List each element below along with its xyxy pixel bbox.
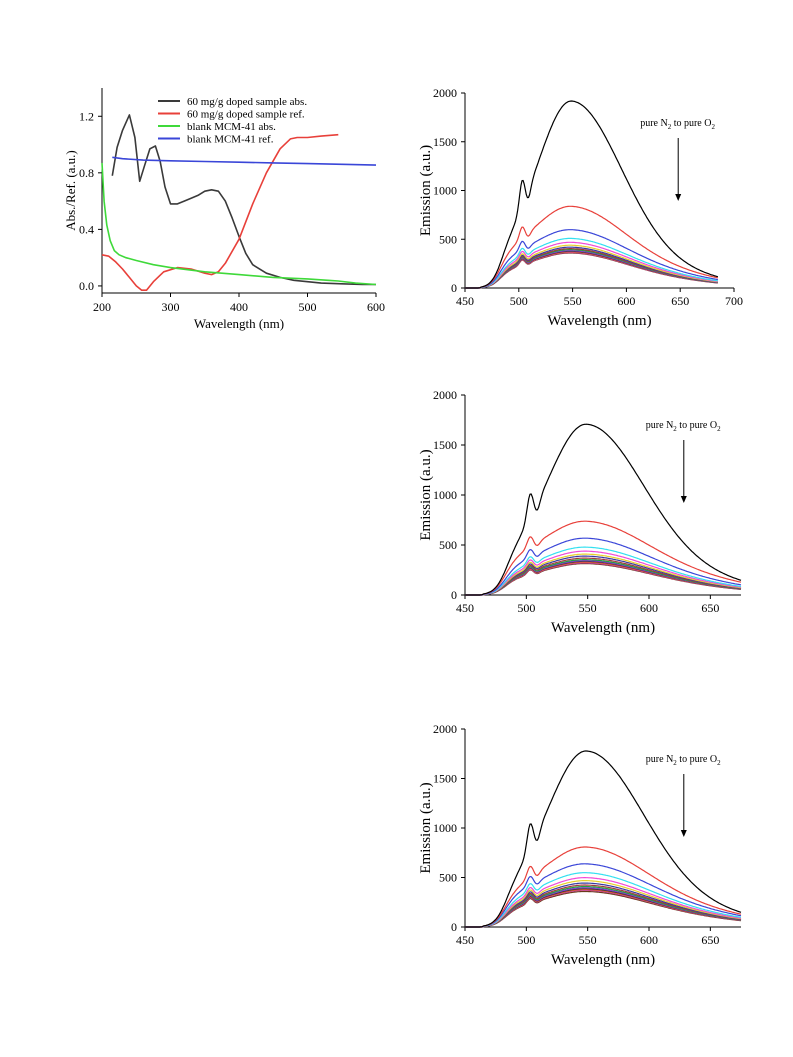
emission-chart-1-panel: 450 500 550 600 650 700 0 500 1000 1500 2000 Wavele… xyxy=(400,0,793,340)
x-tick-label: 500 xyxy=(517,601,535,615)
spectrum-line-4 xyxy=(465,237,718,289)
legend-label-2: 60 mg/g doped sample ref. xyxy=(187,109,305,121)
x-tick-label: 450 xyxy=(456,294,474,308)
x-tick-label: 550 xyxy=(579,933,597,947)
spectrum-line-8 xyxy=(465,557,742,596)
y-axis-label: Emission (a.u.) xyxy=(418,449,434,540)
spectrum-line-1 xyxy=(465,423,742,596)
spectrum-line-3 xyxy=(465,229,719,289)
x-tick-label: 650 xyxy=(701,933,719,947)
spectrum-line-1 xyxy=(465,750,742,928)
y-tick-label: 0.8 xyxy=(79,166,94,180)
spectrum-line-6 xyxy=(465,553,742,596)
x-axis-label: Wavelength (nm) xyxy=(551,620,655,636)
legend-label-1: 60 mg/g doped sample abs. xyxy=(187,96,307,108)
y-tick-label: 1500 xyxy=(433,772,457,786)
y-tick-label: 500 xyxy=(439,871,457,885)
annotation-text: pure N2 to pure O2 xyxy=(646,754,721,767)
x-tick-label: 650 xyxy=(671,294,689,308)
x-tick-label: 500 xyxy=(299,300,317,314)
series-line-2 xyxy=(101,133,339,291)
y-axis-label: Emission (a.u.) xyxy=(418,145,434,236)
spectrum-line-7 xyxy=(465,555,742,596)
spectrum-line-1 xyxy=(465,100,719,289)
y-tick-label: 500 xyxy=(439,538,457,552)
x-tick-label: 600 xyxy=(640,601,658,615)
arrow-head xyxy=(680,830,687,837)
emission-chart-2-panel: 450 500 550 600 650 0 500 1000 1500 2000 Wavelengt… xyxy=(400,375,793,665)
y-tick-label: 0 xyxy=(451,281,457,295)
emission-chart-1: 450 500 550 600 650 700 0 500 1000 1500 2000 Wavele… xyxy=(418,86,743,329)
spectrum-line-5 xyxy=(465,877,742,928)
x-tick-label: 500 xyxy=(510,294,528,308)
x-tick-label: 550 xyxy=(564,294,582,308)
y-tick-label: 1500 xyxy=(433,438,457,452)
y-tick-label: 0.4 xyxy=(79,222,94,236)
y-tick-label: 1000 xyxy=(433,184,457,198)
y-tick-label: 1.2 xyxy=(79,109,94,123)
spectrum-line-8 xyxy=(465,884,742,928)
legend-label-3: blank MCM-41 abs. xyxy=(187,121,276,133)
arrow-head xyxy=(675,194,682,201)
y-tick-label: 1000 xyxy=(433,821,457,835)
absorption-chart-panel: 200 300 400 500 600 0.0 0.4 0.8 1.2 Wavelength (n… xyxy=(0,0,400,340)
emission-chart-3-panel: 450 500 550 600 650 0 500 1000 1500 2000 Wavelengt… xyxy=(400,705,793,995)
x-tick-label: 300 xyxy=(162,300,180,314)
y-tick-label: 0.0 xyxy=(79,279,94,293)
series-line-3 xyxy=(101,162,377,286)
spectrum-line-6 xyxy=(465,244,718,289)
emission-chart-3: 450 500 550 600 650 0 500 1000 1500 2000 Wavelengt… xyxy=(418,722,742,968)
spectrum-line-2 xyxy=(465,520,742,596)
absorption-chart: 200 300 400 500 600 0.0 0.4 0.8 1.2 Wavelength (n… xyxy=(63,88,385,331)
x-axis-label: Wavelength (nm) xyxy=(551,952,655,968)
spectrum-line-2 xyxy=(465,846,742,928)
y-tick-label: 1500 xyxy=(433,135,457,149)
x-tick-label: 450 xyxy=(456,601,474,615)
x-tick-label: 400 xyxy=(230,300,248,314)
spectrum-line-2 xyxy=(465,205,719,289)
spectrum-line-4 xyxy=(465,872,742,928)
spectrum-line-3 xyxy=(465,537,742,596)
x-tick-label: 650 xyxy=(701,601,719,615)
y-tick-label: 2000 xyxy=(433,86,457,100)
series-line-4 xyxy=(112,156,377,166)
y-tick-label: 0 xyxy=(451,920,457,934)
x-axis-label: Wavelength (nm) xyxy=(194,316,284,331)
y-axis-label: Abs./Ref. (a.u.) xyxy=(63,150,78,231)
x-tick-label: 500 xyxy=(517,933,535,947)
emission-chart-2: 450 500 550 600 650 0 500 1000 1500 2000 Wavelengt… xyxy=(418,388,742,636)
y-tick-label: 2000 xyxy=(433,388,457,402)
x-tick-label: 700 xyxy=(725,294,743,308)
annotation-text: pure N2 to pure O2 xyxy=(646,420,721,433)
legend-label-4: blank MCM-41 ref. xyxy=(187,134,274,146)
y-tick-label: 1000 xyxy=(433,488,457,502)
x-tick-label: 450 xyxy=(456,933,474,947)
spectrum-line-7 xyxy=(465,882,742,928)
x-tick-label: 600 xyxy=(640,933,658,947)
y-tick-label: 500 xyxy=(439,232,457,246)
annotation-text: pure N2 to pure O2 xyxy=(640,118,715,131)
spectrum-line-5 xyxy=(465,241,719,289)
spectrum-line-14 xyxy=(465,890,742,928)
spectrum-line-5 xyxy=(465,550,742,596)
spectrum-line-6 xyxy=(465,880,742,928)
x-axis-label: Wavelength (nm) xyxy=(547,313,651,329)
spectrum-line-3 xyxy=(465,863,742,928)
arrow-head xyxy=(680,496,687,503)
y-axis-label: Emission (a.u.) xyxy=(418,782,434,873)
spectrum-line-4 xyxy=(465,546,742,596)
y-tick-label: 0 xyxy=(451,588,457,602)
x-tick-label: 600 xyxy=(367,300,385,314)
x-tick-label: 550 xyxy=(579,601,597,615)
x-tick-label: 600 xyxy=(617,294,635,308)
series-line-1 xyxy=(111,114,376,286)
x-tick-label: 200 xyxy=(93,300,111,314)
y-tick-label: 2000 xyxy=(433,722,457,736)
